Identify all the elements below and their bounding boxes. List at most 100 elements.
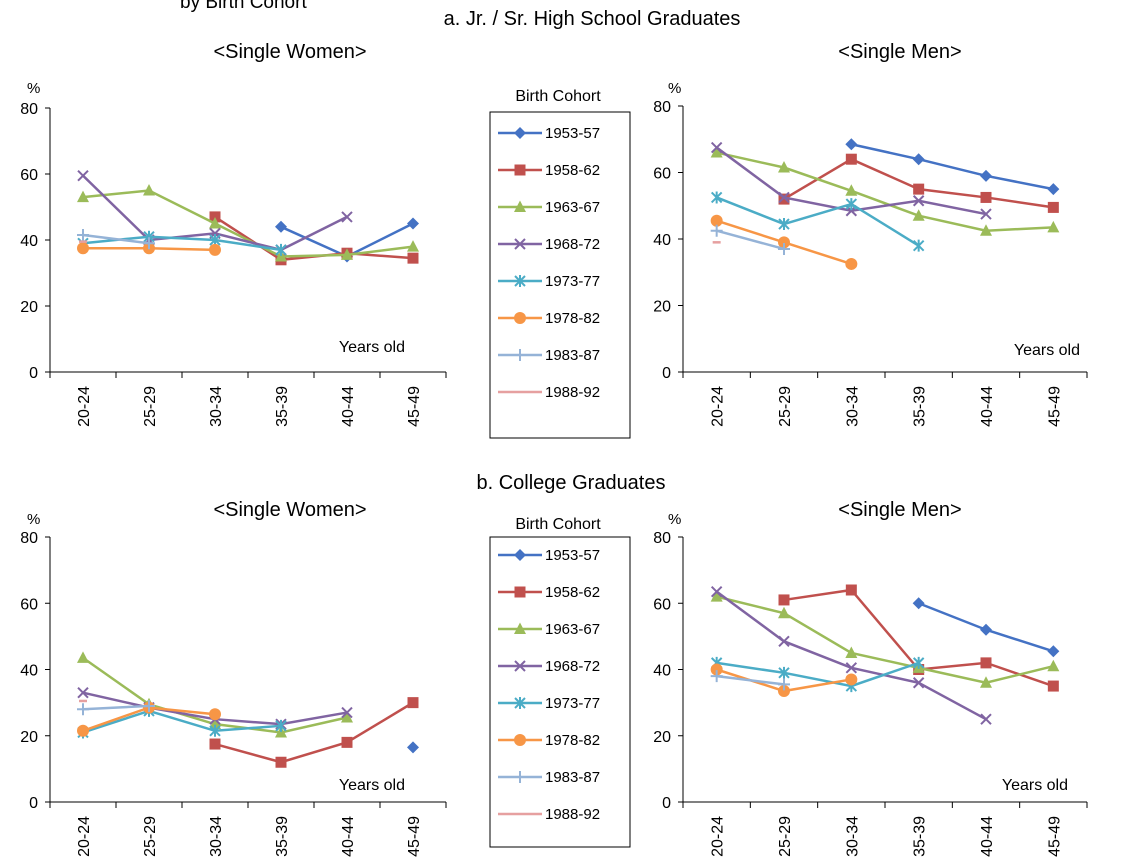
x-axis-label: Years old (339, 777, 405, 794)
top-title-fragment: by Birth Cohort (180, 0, 307, 13)
y-tick-label: 60 (20, 167, 38, 184)
legend-label: 1988-92 (545, 384, 600, 401)
x-tick-label: 45-49 (406, 816, 423, 857)
y-tick-label: 80 (20, 101, 38, 118)
legend-item: 1968-72 (498, 658, 600, 675)
legend-2: Birth Cohort 1953-57 1958-62 1963-67 1968-72… (489, 516, 631, 848)
data-point (143, 184, 155, 196)
y-tick-label: 40 (653, 232, 671, 249)
legend-swatch-marker (514, 586, 526, 598)
legend-swatch-marker (514, 312, 526, 324)
data-point (77, 242, 89, 255)
x-tick-label: 20-24 (710, 816, 727, 857)
legend-swatch-marker (514, 127, 526, 139)
data-point (710, 585, 723, 598)
data-point (778, 606, 790, 619)
series-line (716, 674, 785, 686)
data-point (710, 670, 723, 683)
data-point (77, 651, 89, 663)
series-line (82, 709, 282, 734)
x-tick-label: 30-34 (844, 386, 861, 427)
legend-item: 1953-57 (498, 547, 600, 564)
x-tick-label: 25-29 (777, 386, 794, 427)
legend-swatch-marker (514, 164, 526, 176)
series-1968-72 (710, 585, 992, 725)
x-axis-label: Years old (1014, 342, 1080, 359)
legend-item: 1963-67 (498, 621, 600, 638)
x-tick-label: 20-24 (76, 816, 93, 857)
legend-label: 1968-72 (545, 236, 600, 253)
legend-label: 1978-82 (545, 310, 600, 327)
x-tick-label: 20-24 (710, 386, 727, 427)
series-1978-82 (710, 663, 858, 698)
y-tick-label: 60 (20, 596, 38, 613)
data-point (143, 237, 155, 250)
series-1963-67 (77, 651, 353, 738)
series-line (716, 661, 920, 688)
data-point (1047, 680, 1059, 692)
legend-item: 1973-77 (498, 273, 600, 290)
series-line (82, 704, 150, 711)
x-tick-label: 25-29 (777, 816, 794, 857)
chart-panel-4: <Single Men>% 0 20 40 60 80 20-24 25-29 30-34 35-… (653, 499, 1088, 857)
chart-panel-3: <Single Women>% 0 20 40 60 80 20-24 25-29 30-34 3… (20, 499, 447, 857)
data-point (845, 673, 858, 686)
legend-swatch-marker (514, 238, 526, 250)
legend-item: 1983-87 (498, 347, 600, 364)
data-point (912, 153, 925, 166)
data-point (980, 676, 992, 688)
x-tick-label: 40-44 (340, 816, 357, 857)
legend-item: 1968-72 (498, 236, 600, 253)
data-point (407, 741, 419, 754)
y-tick-label: 60 (653, 166, 671, 183)
data-point (407, 252, 419, 264)
chart-panel-1: <Single Women>% 0 20 40 60 80 20-24 25-29 30-34 3… (20, 41, 447, 427)
data-point (845, 646, 858, 658)
data-point (778, 236, 790, 249)
legend-item: 1978-82 (498, 310, 600, 327)
legend-label: 1983-87 (545, 769, 600, 786)
series-1978-82 (710, 214, 858, 270)
legend-swatch-marker (514, 200, 526, 212)
chart-title: <Single Men> (838, 41, 961, 63)
x-tick-label: 35-39 (274, 816, 291, 857)
legend-label: 1958-62 (545, 162, 600, 179)
data-point (710, 224, 723, 237)
data-point (845, 198, 858, 211)
y-tick-label: 20 (20, 729, 38, 746)
chart-panel-2: <Single Men>% 0 20 40 60 80 20-24 25-29 30-34 35-… (653, 41, 1088, 427)
legend-label: 1973-77 (545, 273, 600, 290)
legend-item: 1958-62 (498, 584, 600, 601)
data-point (407, 240, 419, 252)
legend-label: 1988-92 (545, 806, 600, 823)
y-tick-label: 20 (653, 299, 671, 316)
y-tick-label: 0 (662, 365, 671, 382)
data-point (275, 719, 287, 732)
y-tick-label: 40 (20, 233, 38, 250)
data-point (778, 193, 790, 205)
data-point (913, 183, 925, 195)
section-b-title: b. College Graduates (476, 472, 665, 494)
data-point (778, 191, 790, 204)
data-point (143, 699, 155, 712)
y-tick-label: 20 (653, 729, 671, 746)
series-1983-87 (77, 699, 155, 716)
data-point (275, 220, 287, 233)
data-point (275, 243, 287, 256)
x-tick-label: 40-44 (979, 816, 996, 857)
data-point (77, 229, 89, 242)
x-tick-label: 45-49 (1046, 816, 1063, 857)
y-tick-label: 80 (20, 530, 38, 547)
x-tick-label: 35-39 (912, 386, 929, 427)
series-line (82, 233, 150, 245)
series-1963-67 (77, 184, 419, 262)
y-tick-label: 40 (20, 663, 38, 680)
data-point (778, 242, 790, 255)
legend-swatch-marker (514, 697, 526, 709)
legend-swatch-marker (514, 275, 526, 287)
data-point (845, 184, 858, 196)
data-point (77, 686, 89, 699)
data-point (209, 217, 221, 229)
y-tick-label: 0 (29, 365, 38, 382)
